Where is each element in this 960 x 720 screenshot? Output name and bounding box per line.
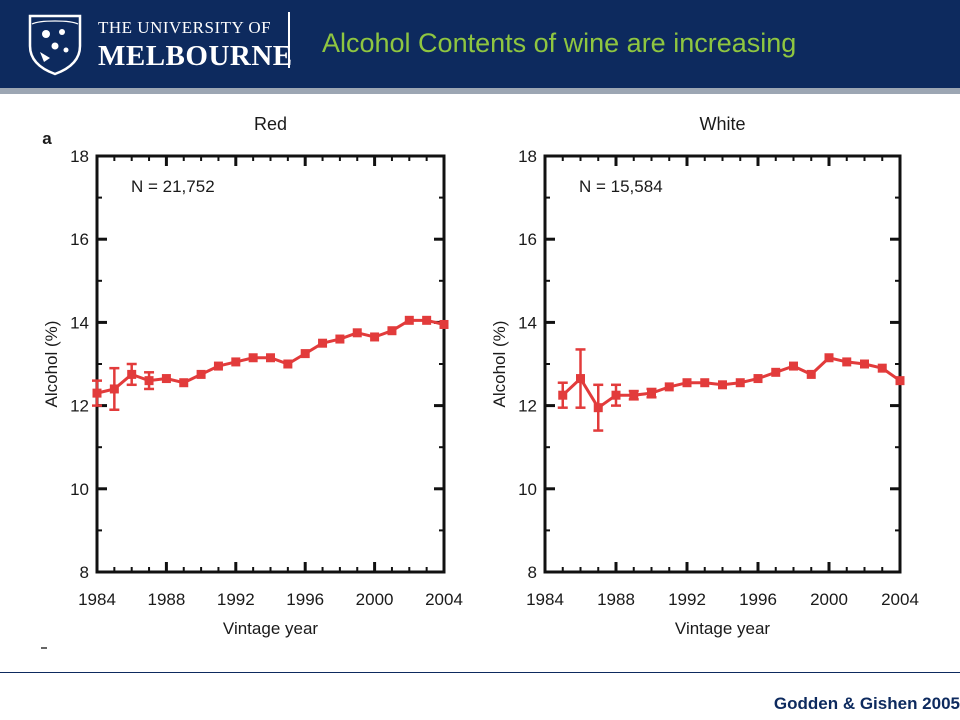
data-point	[789, 361, 798, 371]
crest-icon	[28, 14, 82, 76]
slide-title: Alcohol Contents of wine are increasing	[322, 28, 797, 58]
data-point	[213, 361, 223, 371]
alcohol-charts: Red a N = 21,752 8 10 12 14 16 18 1984 1988 1992 199…	[41, 114, 919, 649]
data-point	[179, 378, 189, 388]
x-tick-label: 1992	[668, 590, 706, 609]
data-point	[300, 349, 310, 359]
y-axis-label: Alcohol (%)	[42, 321, 61, 408]
data-point	[842, 357, 852, 367]
university-logo[interactable]: THE UNIVERSITY OF MELBOURNE	[26, 12, 292, 76]
data-point	[370, 332, 380, 342]
panel-title: White	[699, 114, 745, 134]
y-tick-label: 8	[80, 563, 89, 582]
y-tick-label: 16	[518, 230, 537, 249]
university-name-line1: THE UNIVERSITY OF	[98, 18, 272, 37]
data-point	[283, 359, 293, 369]
x-tick-label: 2000	[810, 590, 848, 609]
x-tick-label: 1996	[739, 590, 777, 609]
data-point	[753, 374, 763, 384]
data-point	[647, 388, 656, 398]
data-point	[196, 369, 206, 379]
x-tick-label: 1988	[597, 590, 635, 609]
x-tick-label: 1984	[526, 590, 564, 609]
data-point	[824, 353, 834, 363]
university-name-line2: MELBOURNE	[98, 40, 293, 72]
y-tick-label: 10	[518, 480, 537, 499]
data-point	[611, 390, 621, 400]
data-point	[404, 315, 414, 325]
header-divider	[288, 12, 290, 68]
citation: Godden & Gishen 2005	[773, 694, 960, 713]
y-tick-label: 12	[518, 397, 537, 416]
data-point	[735, 378, 745, 388]
x-tick-label: 1984	[78, 590, 116, 609]
data-point	[109, 384, 119, 394]
y-tick-label: 18	[518, 147, 537, 166]
data-point	[664, 382, 674, 392]
x-axis-label: Vintage year	[675, 619, 770, 638]
x-tick-label: 1996	[286, 590, 324, 609]
data-point	[576, 374, 585, 384]
data-point	[248, 353, 258, 363]
sample-size-label: N = 15,584	[579, 177, 663, 196]
y-tick-label: 14	[70, 313, 89, 332]
data-point	[231, 357, 241, 367]
data-point	[558, 390, 568, 400]
x-tick-label: 2004	[881, 590, 919, 609]
data-point	[629, 390, 639, 400]
plot-frame	[95, 154, 446, 574]
sample-size-label: N = 21,752	[131, 177, 215, 196]
footer-rule	[0, 672, 960, 673]
y-tick-label: 8	[528, 563, 537, 582]
header-rule	[0, 88, 960, 94]
y-axis-label: Alcohol (%)	[490, 321, 509, 408]
y-tick-label: 18	[70, 147, 89, 166]
data-point	[682, 378, 692, 388]
y-tick-label: 16	[70, 230, 89, 249]
data-point	[335, 334, 345, 344]
data-point	[266, 353, 275, 363]
x-axis-label: Vintage year	[223, 619, 318, 638]
panel-title: Red	[254, 114, 287, 134]
data-point	[127, 369, 137, 379]
y-tick-label: 14	[518, 313, 537, 332]
panel-letter: a	[42, 129, 52, 148]
header-bar: THE UNIVERSITY OF MELBOURNE Alcohol Cont…	[0, 0, 960, 88]
data-point	[718, 380, 727, 390]
y-tick-label: 10	[70, 480, 89, 499]
x-tick-label: 2004	[425, 590, 463, 609]
data-point	[806, 369, 816, 379]
data-point	[144, 376, 154, 386]
data-point	[92, 388, 102, 398]
data-point	[700, 378, 710, 388]
data-point	[895, 376, 905, 386]
data-point	[352, 328, 362, 338]
data-point	[593, 403, 603, 413]
data-point	[161, 374, 171, 384]
data-point	[318, 338, 328, 348]
data-point	[439, 319, 449, 329]
data-point	[877, 363, 887, 373]
data-point	[387, 326, 397, 336]
x-tick-label: 2000	[356, 590, 394, 609]
x-tick-label: 1988	[147, 590, 185, 609]
y-tick-label: 12	[70, 397, 89, 416]
x-tick-label: 1992	[217, 590, 255, 609]
data-point	[860, 359, 869, 369]
data-point	[422, 315, 432, 325]
data-point	[771, 367, 781, 377]
